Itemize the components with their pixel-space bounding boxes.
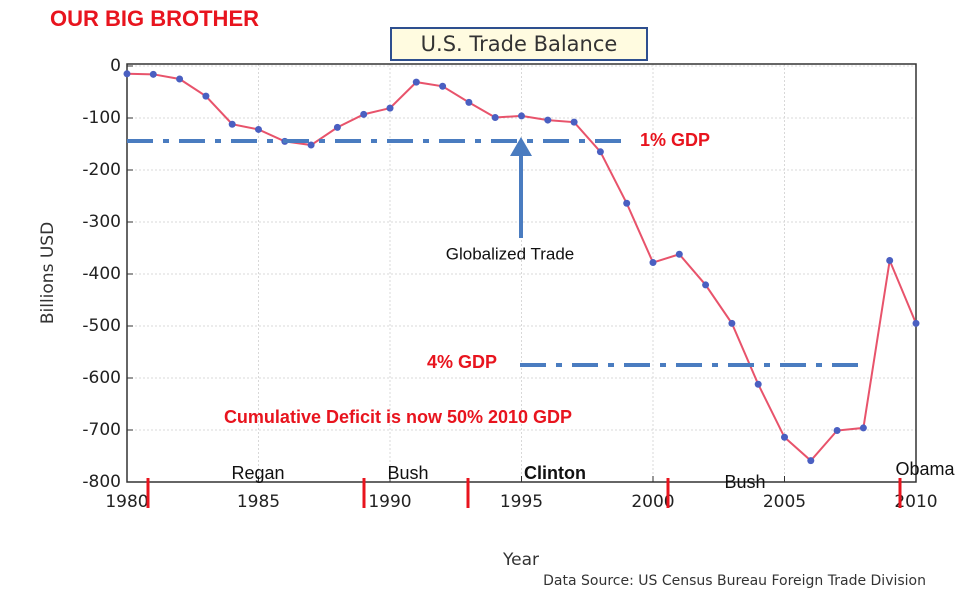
y-tick-label: -400 — [82, 264, 121, 284]
x-tick-label: 1990 — [368, 492, 411, 512]
y-tick-label: -800 — [82, 472, 121, 492]
chart-title: U.S. Trade Balance — [421, 32, 618, 56]
x-tick-label: 1995 — [500, 492, 543, 512]
y-tick-label: -700 — [82, 420, 121, 440]
marker — [255, 125, 262, 133]
marker — [675, 250, 683, 258]
marker — [649, 259, 657, 267]
y-tick-label: -600 — [82, 368, 121, 388]
president-label: Regan — [231, 463, 284, 483]
marker — [807, 457, 815, 465]
marker — [623, 199, 631, 207]
x-tick-label: 2005 — [763, 492, 806, 512]
marker — [781, 433, 788, 441]
note: Cumulative Deficit is now 50% 2010 GDP — [224, 407, 572, 427]
x-tick-label: 1980 — [105, 492, 148, 512]
marker — [439, 82, 447, 90]
marker — [465, 98, 473, 106]
marker — [360, 110, 368, 118]
arrow-label: Globalized Trade — [446, 244, 575, 263]
marker — [333, 123, 341, 131]
marker — [728, 319, 736, 327]
president-label: Bush — [724, 472, 765, 492]
title-box — [390, 27, 648, 61]
marker — [859, 424, 867, 432]
x-tick-label: 2000 — [631, 492, 674, 512]
x-tick-label: 2010 — [894, 492, 937, 512]
gdp4-label: 4% GDP — [427, 352, 497, 372]
x-axis-label: Year — [502, 550, 539, 570]
y-tick-label: -500 — [82, 316, 121, 336]
president-label: Bush — [387, 463, 428, 483]
heading: OUR BIG BROTHER — [50, 6, 259, 31]
y-tick-label: -300 — [82, 212, 121, 232]
marker — [570, 118, 578, 126]
marker — [912, 319, 920, 327]
arrow-head — [510, 137, 532, 156]
y-tick-label: -100 — [82, 108, 121, 128]
marker — [702, 281, 710, 289]
marker — [228, 120, 236, 128]
marker — [544, 116, 552, 124]
marker — [518, 112, 525, 120]
marker — [176, 75, 184, 83]
source: Data Source: US Census Bureau Foreign Tr… — [543, 573, 926, 589]
marker — [412, 78, 420, 86]
marker — [754, 380, 762, 388]
x-tick-label: 1985 — [237, 492, 280, 512]
marker — [596, 148, 604, 156]
marker — [307, 141, 315, 149]
marker — [202, 92, 210, 100]
marker — [123, 70, 131, 78]
y-tick-label: 0 — [110, 56, 121, 76]
plot-frame — [126, 63, 917, 483]
marker — [491, 113, 499, 121]
president-label: Obama — [895, 459, 955, 479]
president-ticks — [146, 478, 902, 508]
marker — [149, 70, 157, 78]
y-axis-label: Billions USD — [38, 222, 58, 324]
gdp1-label: 1% GDP — [640, 130, 710, 150]
marker — [386, 104, 394, 112]
marker — [886, 256, 894, 264]
president-label: Clinton — [524, 463, 586, 483]
y-tick-label: -200 — [82, 160, 121, 180]
marker — [833, 427, 841, 435]
